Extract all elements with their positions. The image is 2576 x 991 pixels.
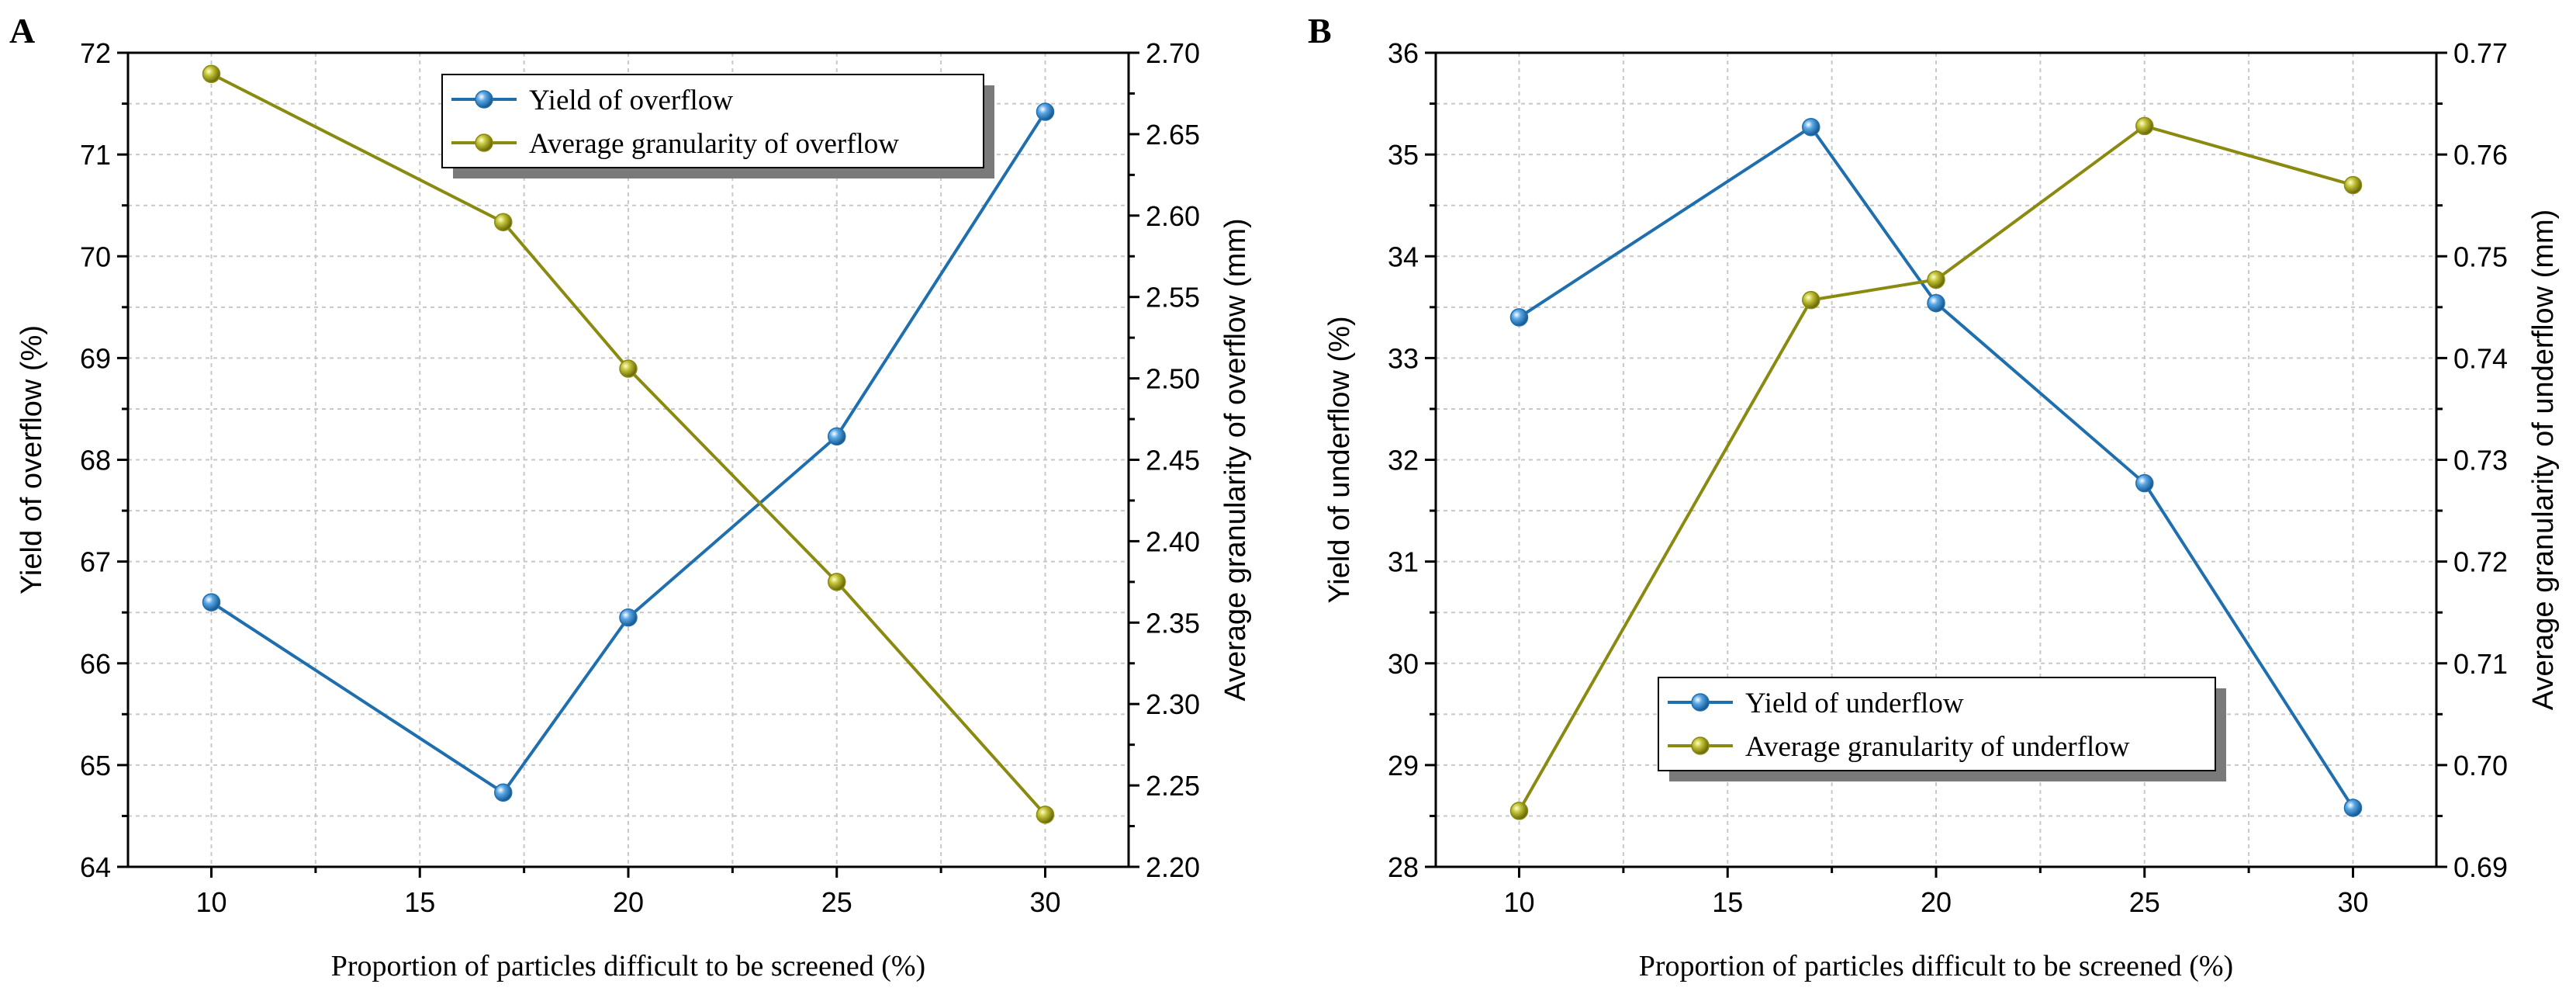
y-left-tick-label: 30 xyxy=(1388,648,1419,680)
y-right-tick-label: 2.60 xyxy=(1146,200,1200,232)
y-left-tick-label: 29 xyxy=(1388,750,1419,781)
y-right-tick-label: 2.65 xyxy=(1146,119,1200,151)
legend-label-0: Yield of overflow xyxy=(529,85,733,116)
y-left-tick-label: 67 xyxy=(80,546,111,578)
legend-label-1: Average granularity of overflow xyxy=(529,128,899,160)
y-right-tick-label: 0.74 xyxy=(2453,342,2508,374)
legend-marker-1 xyxy=(1691,736,1710,755)
legend-box xyxy=(1658,677,2216,771)
y-right-tick-label: 0.75 xyxy=(2453,241,2508,272)
x-tick-label: 20 xyxy=(1921,886,1952,918)
x-tick-label: 25 xyxy=(821,886,852,918)
data-point-series-1 xyxy=(1927,270,1945,289)
y-right-axis-title: Average granularity of overflow (mm) xyxy=(1219,218,1252,701)
y-left-axis-title: Yield of underflow (%) xyxy=(1323,316,1356,603)
data-point-series-0 xyxy=(1927,293,1945,313)
y-right-tick-label: 0.73 xyxy=(2453,445,2508,476)
y-left-tick-label: 35 xyxy=(1388,139,1419,171)
y-left-tick-label: 70 xyxy=(80,241,111,272)
y-right-tick-label: 2.35 xyxy=(1146,607,1200,639)
data-point-series-0 xyxy=(494,783,513,802)
data-point-series-1 xyxy=(1509,802,1529,820)
y-right-tick-label: 2.30 xyxy=(1146,688,1200,720)
y-right-tick-label: 0.70 xyxy=(2453,750,2508,781)
y-right-tick-label: 0.77 xyxy=(2453,37,2508,69)
x-tick-label: 10 xyxy=(195,886,226,918)
data-point-series-1 xyxy=(1802,290,1820,310)
x-tick-label: 30 xyxy=(1029,886,1060,918)
y-left-tick-label: 72 xyxy=(80,37,111,69)
data-point-series-1 xyxy=(2343,175,2363,195)
data-point-series-1 xyxy=(1036,806,1055,824)
data-point-series-0 xyxy=(1509,308,1529,327)
y-left-tick-label: 71 xyxy=(80,139,111,171)
y-right-tick-label: 2.25 xyxy=(1146,770,1200,802)
data-point-series-0 xyxy=(828,427,846,446)
y-right-tick-label: 2.55 xyxy=(1146,282,1200,314)
data-point-series-0 xyxy=(2135,473,2154,493)
x-tick-label: 15 xyxy=(1712,886,1743,918)
panel-label: A xyxy=(9,11,35,50)
data-point-series-0 xyxy=(2343,799,2363,817)
y-right-tick-label: 2.45 xyxy=(1146,445,1200,476)
data-point-series-1 xyxy=(202,64,221,84)
y-left-tick-label: 66 xyxy=(80,648,111,680)
y-right-tick-label: 2.70 xyxy=(1146,37,1200,69)
y-left-tick-label: 33 xyxy=(1388,342,1419,374)
legend: Yield of overflow Average granularity of … xyxy=(441,74,994,178)
x-tick-label: 15 xyxy=(404,886,435,918)
y-left-tick-label: 36 xyxy=(1388,37,1419,69)
y-left-tick-label: 65 xyxy=(80,750,111,781)
legend-label-0: Yield of underflow xyxy=(1745,688,1964,719)
y-left-tick-label: 32 xyxy=(1388,445,1419,476)
legend-box xyxy=(441,74,984,168)
chart-panel-a: 10 15 20 25 30 64 65 66 67 68 69 70 71 72 2.20 2.25 2.30… xyxy=(9,11,1252,982)
legend-marker-1 xyxy=(475,133,493,152)
x-tick-label: 25 xyxy=(2129,886,2160,918)
x-tick-label: 20 xyxy=(613,886,644,918)
data-point-series-1 xyxy=(619,359,638,378)
x-tick-label: 30 xyxy=(2337,886,2368,918)
y-right-tick-label: 0.71 xyxy=(2453,648,2508,680)
panel-label: B xyxy=(1308,11,1332,50)
y-left-tick-label: 28 xyxy=(1388,851,1419,883)
y-left-tick-label: 34 xyxy=(1388,241,1419,272)
data-point-series-0 xyxy=(202,593,221,612)
legend-marker-0 xyxy=(1691,693,1710,712)
y-right-tick-label: 2.50 xyxy=(1146,363,1200,395)
data-point-series-0 xyxy=(1802,117,1820,137)
y-left-tick-label: 64 xyxy=(80,851,111,883)
data-point-series-1 xyxy=(494,213,513,231)
y-left-axis-title: Yield of overflow (%) xyxy=(16,325,48,594)
y-right-tick-label: 0.69 xyxy=(2453,851,2508,883)
y-right-tick-label: 0.76 xyxy=(2453,139,2508,171)
legend: Yield of underflow Average granularity of… xyxy=(1658,677,2226,781)
legend-marker-0 xyxy=(475,90,493,109)
y-right-tick-label: 2.20 xyxy=(1146,851,1200,883)
chart-panel-b: 10 15 20 25 30 28 29 30 31 32 33 34 35 36 0.69 0.70 0.71… xyxy=(1308,11,2560,982)
y-right-tick-label: 0.72 xyxy=(2453,546,2508,578)
data-point-series-1 xyxy=(828,573,846,591)
data-point-series-0 xyxy=(619,608,638,627)
y-left-tick-label: 31 xyxy=(1388,546,1419,578)
legend-label-1: Average granularity of underflow xyxy=(1745,731,2130,763)
y-left-tick-label: 69 xyxy=(80,342,111,374)
x-axis-title: Proportion of particles difficult to be … xyxy=(1639,950,2233,982)
data-point-series-1 xyxy=(2135,116,2154,136)
data-point-series-0 xyxy=(1036,102,1055,121)
y-left-tick-label: 68 xyxy=(80,445,111,476)
y-right-axis-title: Average granularity of underflow (mm) xyxy=(2527,210,2560,711)
x-tick-label: 10 xyxy=(1503,886,1534,918)
y-right-tick-label: 2.40 xyxy=(1146,525,1200,557)
x-axis-title: Proportion of particles difficult to be … xyxy=(331,950,925,982)
